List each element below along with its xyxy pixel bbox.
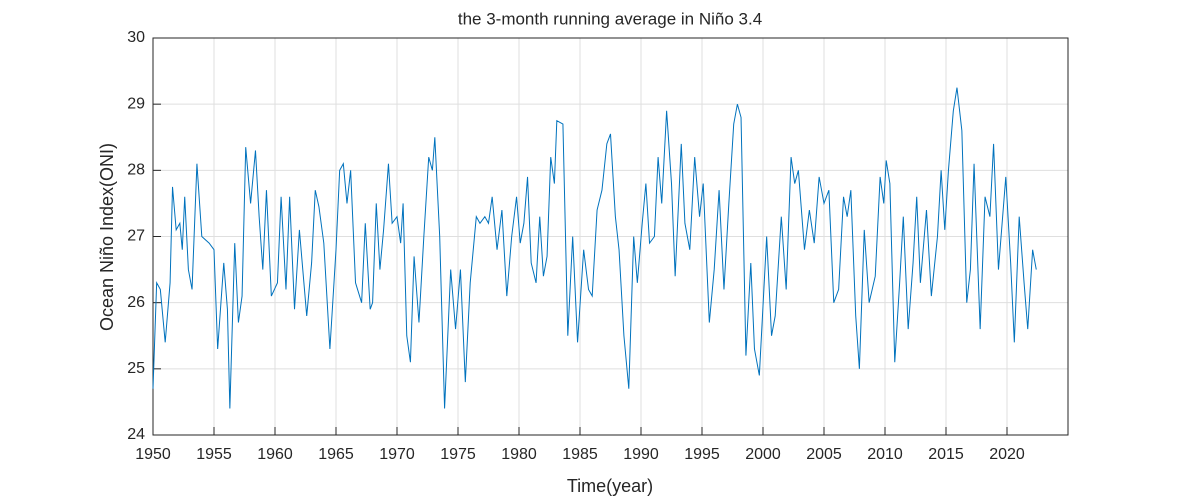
- y-tick-label: 24: [127, 426, 145, 443]
- x-tick-label: 2010: [867, 446, 903, 463]
- x-axis-label: Time(year): [567, 476, 653, 496]
- chart-title: the 3-month running average in Niño 3.4: [458, 9, 762, 28]
- y-tick-label: 27: [127, 228, 145, 245]
- y-axis-label: Ocean Niño Index(ONI): [97, 143, 117, 331]
- data-line: [152, 87, 1037, 409]
- x-tick-label: 1995: [684, 446, 720, 463]
- y-tick-label: 25: [127, 360, 145, 377]
- x-tick-label: 1960: [257, 446, 293, 463]
- x-tick-label: 1955: [196, 446, 232, 463]
- x-tick-label: 2000: [745, 446, 781, 463]
- x-tick-label: 1950: [135, 446, 171, 463]
- x-tick-label: 1965: [318, 446, 354, 463]
- y-tick-label: 29: [127, 95, 145, 112]
- x-tick-label: 1985: [562, 446, 598, 463]
- x-tick-label: 2020: [989, 446, 1025, 463]
- y-tick-label: 28: [127, 162, 145, 179]
- x-tick-label: 1975: [440, 446, 476, 463]
- plot-frame: [152, 37, 1069, 436]
- y-tick-label: 26: [127, 294, 145, 311]
- x-tick-label: 2005: [806, 446, 842, 463]
- x-tick-label: 2015: [928, 446, 964, 463]
- y-tick-label: 30: [127, 29, 145, 46]
- x-tick-label: 1980: [501, 446, 537, 463]
- x-tick-label: 1970: [379, 446, 415, 463]
- x-tick-label: 1990: [623, 446, 659, 463]
